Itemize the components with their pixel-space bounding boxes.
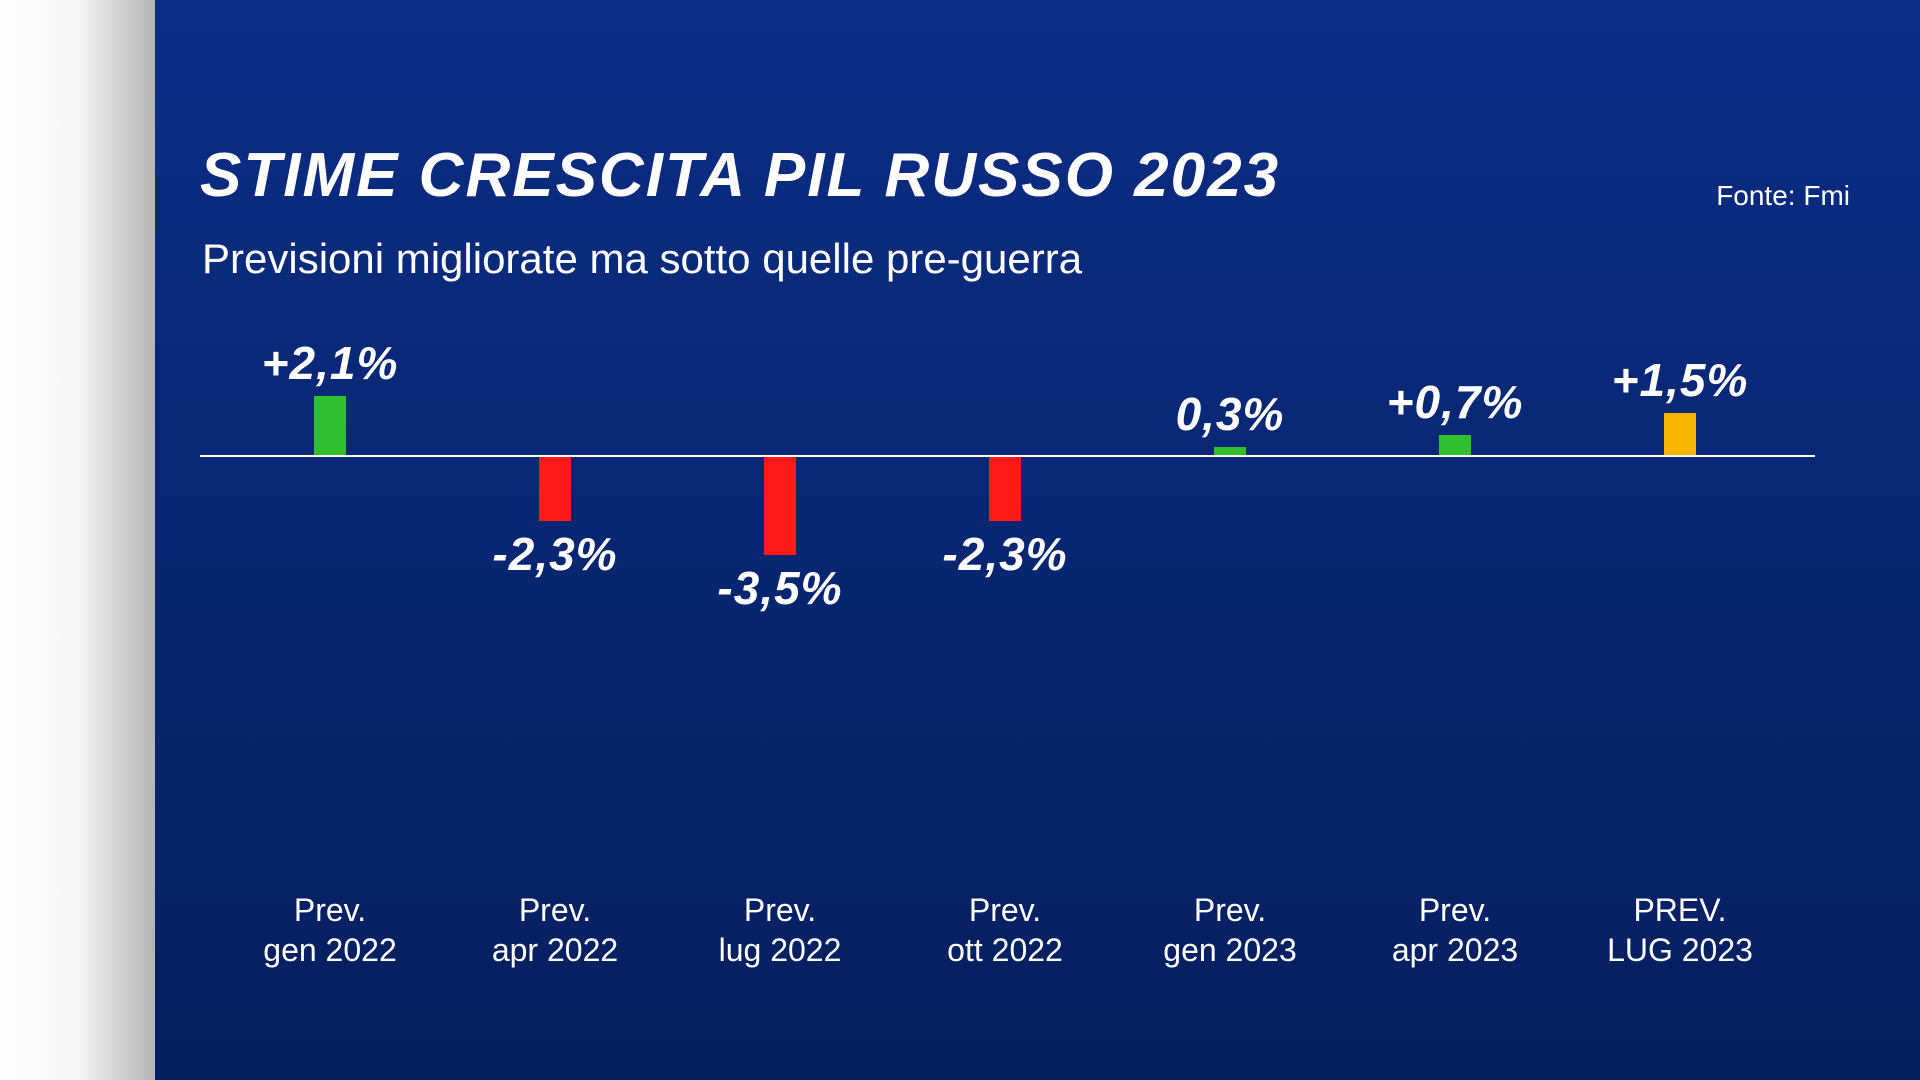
category-label-line1: Prev.	[263, 890, 396, 930]
bar-chart: +2,1% -2,3%-3,5%-2,3% 0,3% +0,7% +1,5%	[200, 300, 1815, 560]
category-label-line1: Prev.	[492, 890, 618, 930]
category-label-line2: lug 2022	[719, 930, 842, 970]
category-label: Prev.gen 2023	[1163, 890, 1296, 970]
chart-panel: STIME CRESCITA PIL RUSSO 2023 Previsioni…	[155, 0, 1920, 1080]
chart-subtitle: Previsioni migliorate ma sotto quelle pr…	[202, 235, 1082, 283]
value-label: 0,3%	[1176, 387, 1285, 441]
value-label: +0,7%	[1387, 375, 1524, 429]
bar	[539, 457, 571, 521]
value-label: -3,5%	[717, 561, 842, 615]
category-label: Prev.lug 2022	[719, 890, 842, 970]
category-label-line1: Prev.	[1163, 890, 1296, 930]
bar	[764, 457, 796, 555]
category-label-line2: LUG 2023	[1607, 930, 1753, 970]
stage: STIME CRESCITA PIL RUSSO 2023 Previsioni…	[0, 0, 1920, 1080]
chart-source: Fonte: Fmi	[1716, 180, 1850, 212]
bar	[1214, 447, 1246, 455]
chart-title: STIME CRESCITA PIL RUSSO 2023	[200, 140, 1280, 211]
category-label-line2: gen 2023	[1163, 930, 1296, 970]
bar	[1664, 413, 1696, 455]
chart-column: 0,3%	[1140, 300, 1320, 560]
bar	[314, 396, 346, 455]
category-label: Prev.apr 2022	[492, 890, 618, 970]
chart-column: +2,1%	[240, 300, 420, 560]
category-label-line1: Prev.	[719, 890, 842, 930]
chart-column: +0,7%	[1365, 300, 1545, 560]
category-label-line1: Prev.	[1392, 890, 1518, 930]
bar	[1439, 435, 1471, 455]
category-label-line2: apr 2022	[492, 930, 618, 970]
value-label: +2,1%	[262, 336, 399, 390]
category-label-line1: Prev.	[947, 890, 1063, 930]
value-label: -2,3%	[942, 527, 1067, 581]
category-label: Prev.gen 2022	[263, 890, 396, 970]
category-label-line2: apr 2023	[1392, 930, 1518, 970]
chart-column: -2,3%	[465, 300, 645, 560]
category-label: PREV.LUG 2023	[1607, 890, 1753, 970]
chart-column: -2,3%	[915, 300, 1095, 560]
value-label: +1,5%	[1612, 353, 1749, 407]
category-label-line1: PREV.	[1607, 890, 1753, 930]
bar	[989, 457, 1021, 521]
category-label: Prev.ott 2022	[947, 890, 1063, 970]
chart-column: -3,5%	[690, 300, 870, 560]
category-label: Prev.apr 2023	[1392, 890, 1518, 970]
chart-column: +1,5%	[1590, 300, 1770, 560]
value-label: -2,3%	[492, 527, 617, 581]
category-label-line2: gen 2022	[263, 930, 396, 970]
category-label-line2: ott 2022	[947, 930, 1063, 970]
left-margin-strip	[0, 0, 155, 1080]
